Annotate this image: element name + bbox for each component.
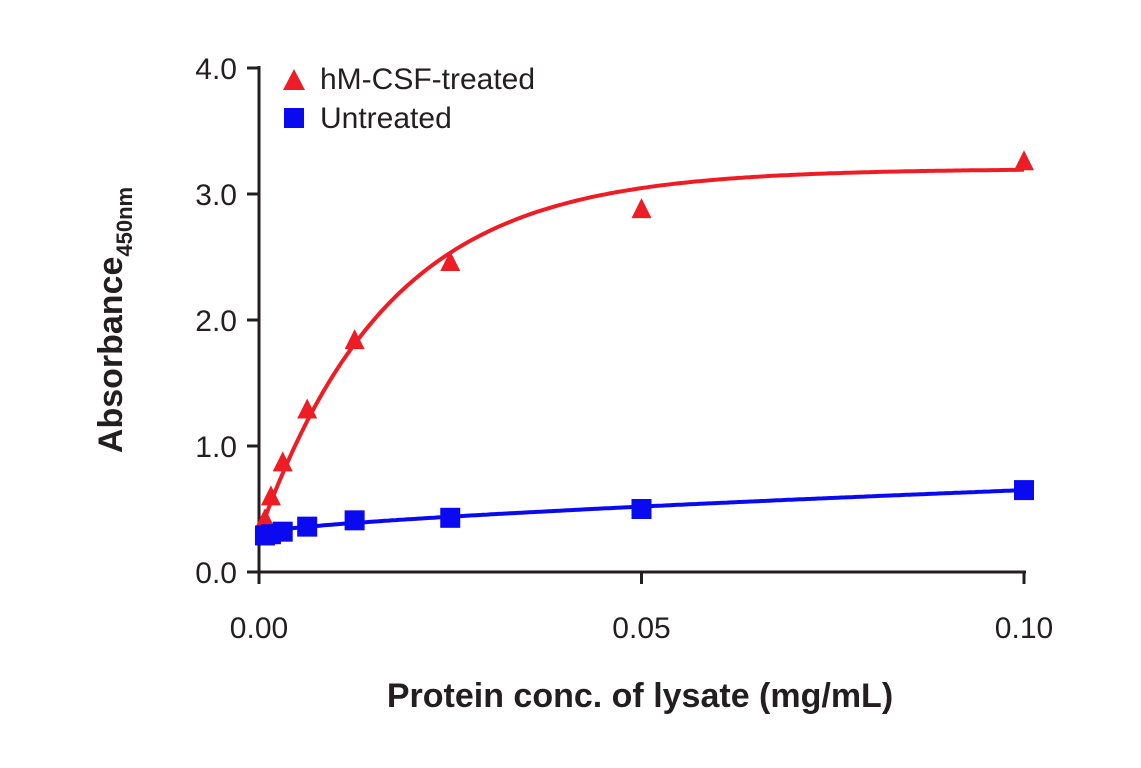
- y-tick-label: 3.0: [195, 179, 237, 212]
- fit-curve-treated: [260, 167, 1024, 525]
- legend: hM-CSF-treated Untreated: [283, 63, 535, 135]
- data-point-treated: [344, 329, 365, 350]
- data-point-untreated: [272, 521, 293, 542]
- legend-label-treated: hM-CSF-treated: [320, 63, 535, 96]
- data-points: [254, 150, 1034, 546]
- x-axis-label: Protein conc. of lysate (mg/mL): [387, 677, 893, 715]
- y-tick-label: 2.0: [195, 305, 237, 338]
- data-point-treated: [297, 398, 318, 419]
- x-tick-label: 0.05: [612, 612, 670, 645]
- x-tick-label: 0.00: [230, 612, 288, 645]
- data-point-untreated: [297, 516, 318, 537]
- y-axis-label-subscript: 450nm: [112, 187, 137, 257]
- data-point-untreated: [344, 510, 365, 531]
- y-axis-label: Absorbance450nm: [92, 187, 137, 453]
- data-point-untreated: [1014, 480, 1034, 501]
- y-axis-label-main: Absorbance: [92, 257, 130, 454]
- fit-curves: [260, 167, 1025, 534]
- legend-marker-square: [284, 108, 304, 128]
- data-point-treated: [631, 198, 652, 219]
- data-point-untreated: [631, 499, 652, 519]
- y-tick-label: 4.0: [195, 53, 237, 86]
- data-point-treated: [440, 251, 461, 272]
- data-point-treated: [272, 451, 293, 472]
- data-point-untreated: [440, 507, 461, 528]
- y-tick-label: 1.0: [195, 431, 237, 464]
- y-tick-label: 0.0: [195, 557, 237, 590]
- axes: 0.0 1.0 2.0 3.0 4.0 0.00 0.05 0.10: [195, 53, 1053, 645]
- x-tick-label: 0.10: [995, 612, 1053, 645]
- data-point-treated: [260, 485, 281, 506]
- data-point-treated: [1014, 150, 1034, 171]
- legend-label-untreated: Untreated: [320, 102, 452, 135]
- data-point-treated: [254, 508, 275, 529]
- legend-marker-triangle: [283, 69, 305, 90]
